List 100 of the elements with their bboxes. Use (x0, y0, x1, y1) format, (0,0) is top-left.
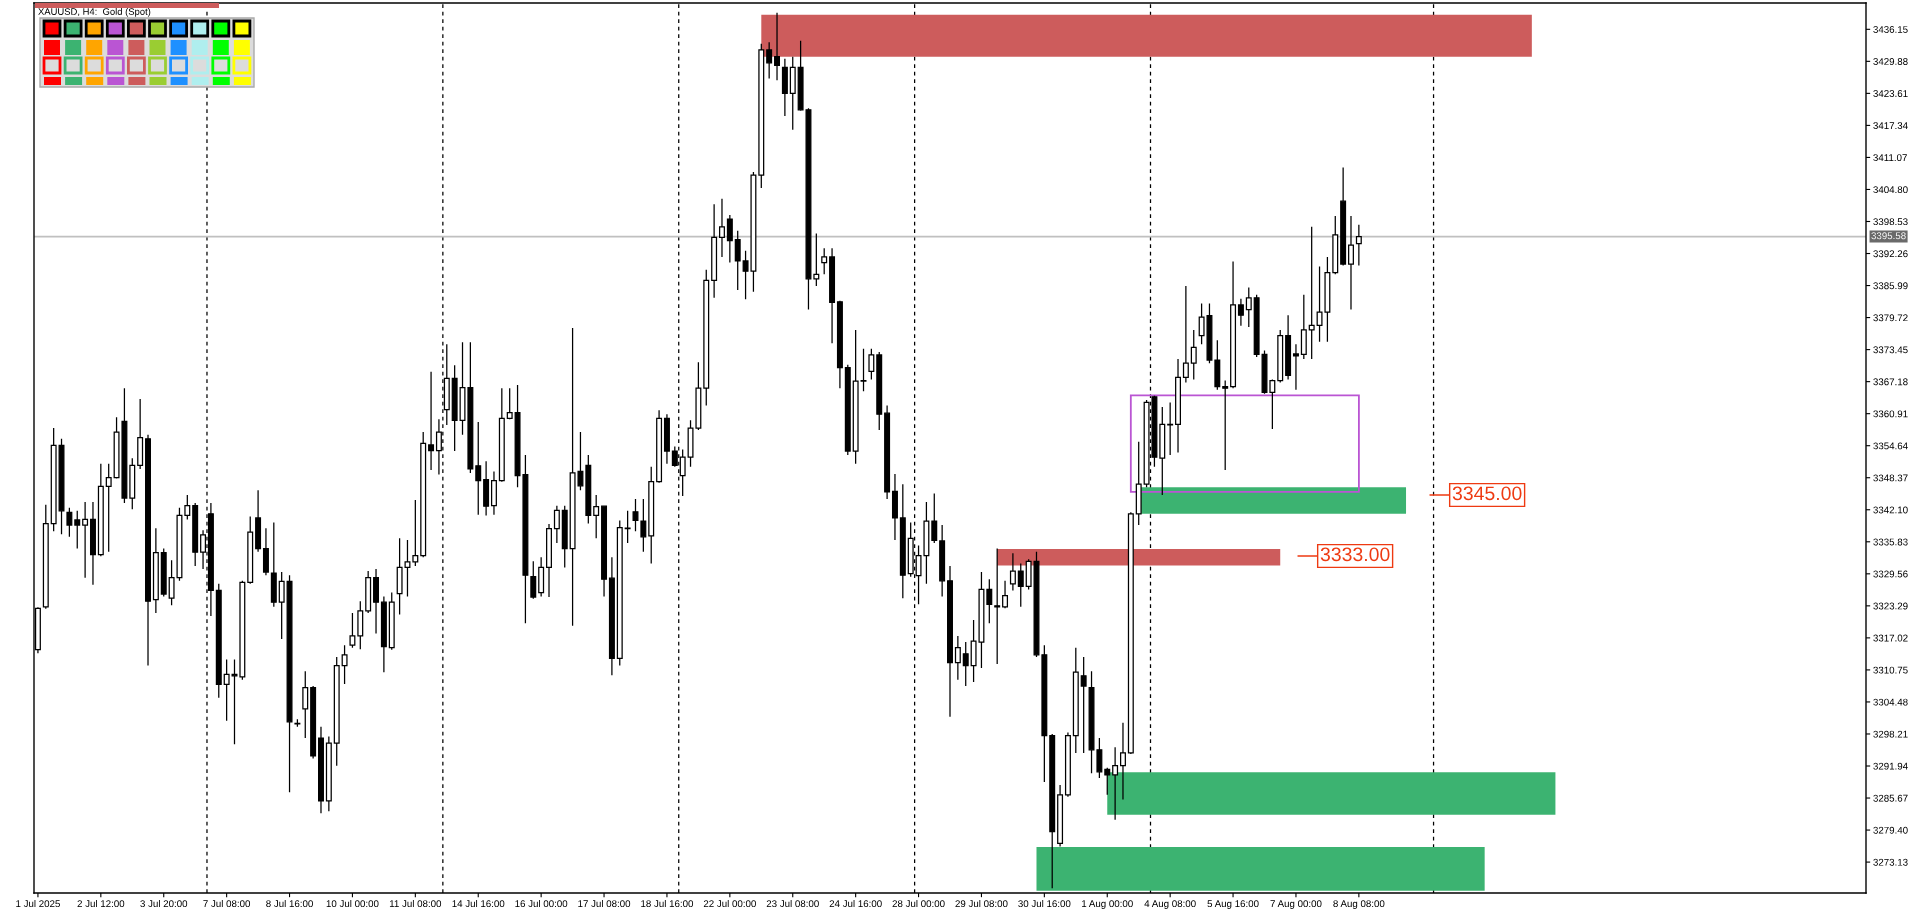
candlestick (758, 43, 765, 189)
candlestick (286, 574, 293, 793)
candlestick (994, 547, 1001, 665)
candlestick (931, 492, 938, 544)
candlestick (585, 454, 592, 525)
candlestick (97, 463, 104, 557)
candlestick (152, 527, 159, 614)
candlestick (483, 460, 490, 517)
candlestick (262, 527, 269, 576)
y-tick-label: 3323.29 (1873, 602, 1908, 610)
candlestick (1355, 224, 1362, 267)
candlestick (593, 494, 600, 539)
candlestick (899, 483, 906, 599)
y-tick-label: 3279.40 (1873, 826, 1908, 834)
x-tick-label: 7 Jul 08:00 (203, 899, 251, 908)
candlestick (428, 371, 435, 471)
candlestick (616, 519, 623, 667)
candlestick (813, 232, 820, 287)
candlestick (302, 670, 309, 739)
candlestick (718, 198, 725, 258)
candlestick (1127, 511, 1134, 755)
candlestick (145, 434, 151, 667)
x-tick-label: 28 Jul 00:00 (892, 899, 945, 908)
y-tick-label: 3367.18 (1873, 378, 1908, 386)
candlestick (1104, 767, 1111, 796)
candlestick (357, 600, 364, 650)
x-tick-label: 24 Jul 16:00 (829, 899, 882, 908)
y-tick-label: 3392.26 (1873, 250, 1908, 258)
candlestick (1230, 260, 1237, 389)
candlestick (703, 269, 710, 407)
candlestick (373, 568, 380, 635)
candlestick (891, 473, 898, 541)
y-tick-label: 3304.48 (1873, 698, 1908, 706)
ref-line-label: 3395.58 (1871, 232, 1906, 240)
x-tick-label: 29 Jul 08:00 (955, 899, 1008, 908)
candlestick (160, 547, 167, 598)
x-tick-label: 10 Jul 00:00 (326, 899, 379, 908)
candlestick (821, 247, 828, 275)
candlestick (1182, 285, 1189, 384)
candlestick (954, 635, 961, 681)
candlestick (1041, 644, 1048, 783)
x-tick-label: 30 Jul 16:00 (1018, 899, 1071, 908)
x-tick-label: 16 Jul 00:00 (515, 899, 568, 908)
x-tick-label: 4 Aug 08:00 (1144, 900, 1196, 910)
candlestick (1332, 215, 1339, 275)
candlestick (490, 470, 497, 516)
candlestick (1017, 562, 1024, 608)
x-tick-label: 18 Jul 16:00 (641, 899, 694, 908)
x-tick-label: 8 Aug 08:00 (1333, 900, 1385, 910)
chart-title: XAUUSD, H4: Gold (Spot) (38, 8, 151, 17)
candlestick (836, 300, 843, 389)
candlestick (1277, 329, 1284, 384)
candlestick (553, 505, 560, 544)
candlestick (1159, 406, 1166, 496)
y-tick-label: 3298.21 (1873, 730, 1908, 738)
x-tick-label: 17 Jul 08:00 (578, 899, 631, 908)
y-tick-label: 3348.37 (1873, 474, 1908, 482)
y-tick-label: 3291.94 (1873, 762, 1908, 770)
candlestick (860, 348, 867, 392)
candlestick (278, 571, 285, 640)
candlestick (1049, 733, 1056, 889)
candlestick (789, 56, 796, 131)
candlestick (50, 427, 57, 532)
candlestick (947, 565, 953, 718)
candlestick (1119, 722, 1126, 801)
candlestick (781, 58, 788, 117)
y-tick-label: 3404.80 (1873, 186, 1908, 194)
y-tick-label: 3285.67 (1873, 794, 1908, 802)
y-tick-label: 3335.83 (1873, 538, 1908, 546)
candlestick (648, 466, 655, 565)
candlestick (325, 735, 332, 812)
candlestick (561, 505, 568, 569)
candlestick (333, 656, 340, 767)
candlestick (711, 203, 718, 299)
annotation: 3333.00 (1320, 547, 1390, 562)
candlestick (726, 214, 733, 264)
y-tick-label: 3385.99 (1873, 282, 1908, 290)
y-tick-label: 3354.64 (1873, 442, 1908, 450)
candlestick (1064, 731, 1071, 798)
candlestick (1300, 294, 1307, 360)
candlestick (349, 612, 356, 649)
candlestick (184, 494, 191, 521)
candlestick (1072, 647, 1079, 754)
candlestick (884, 404, 891, 500)
candlestick (1308, 226, 1315, 360)
candlestick (105, 463, 112, 553)
candlestick (1222, 379, 1229, 471)
candlestick (420, 431, 427, 558)
y-tick-label: 3398.53 (1873, 218, 1908, 226)
candlestick (255, 489, 262, 553)
candlestick (1112, 746, 1119, 821)
candlestick (74, 510, 81, 550)
x-tick-label: 8 Jul 16:00 (266, 899, 313, 908)
y-tick-label: 3436.15 (1873, 26, 1908, 33)
x-tick-label: 5 Aug 16:00 (1207, 900, 1259, 910)
candlestick (1237, 298, 1244, 327)
candlestick (42, 504, 49, 610)
x-tick-label: 1 Jul 2025 (16, 899, 60, 908)
x-tick-label: 3 Jul 20:00 (140, 899, 188, 908)
candlestick (624, 510, 631, 544)
